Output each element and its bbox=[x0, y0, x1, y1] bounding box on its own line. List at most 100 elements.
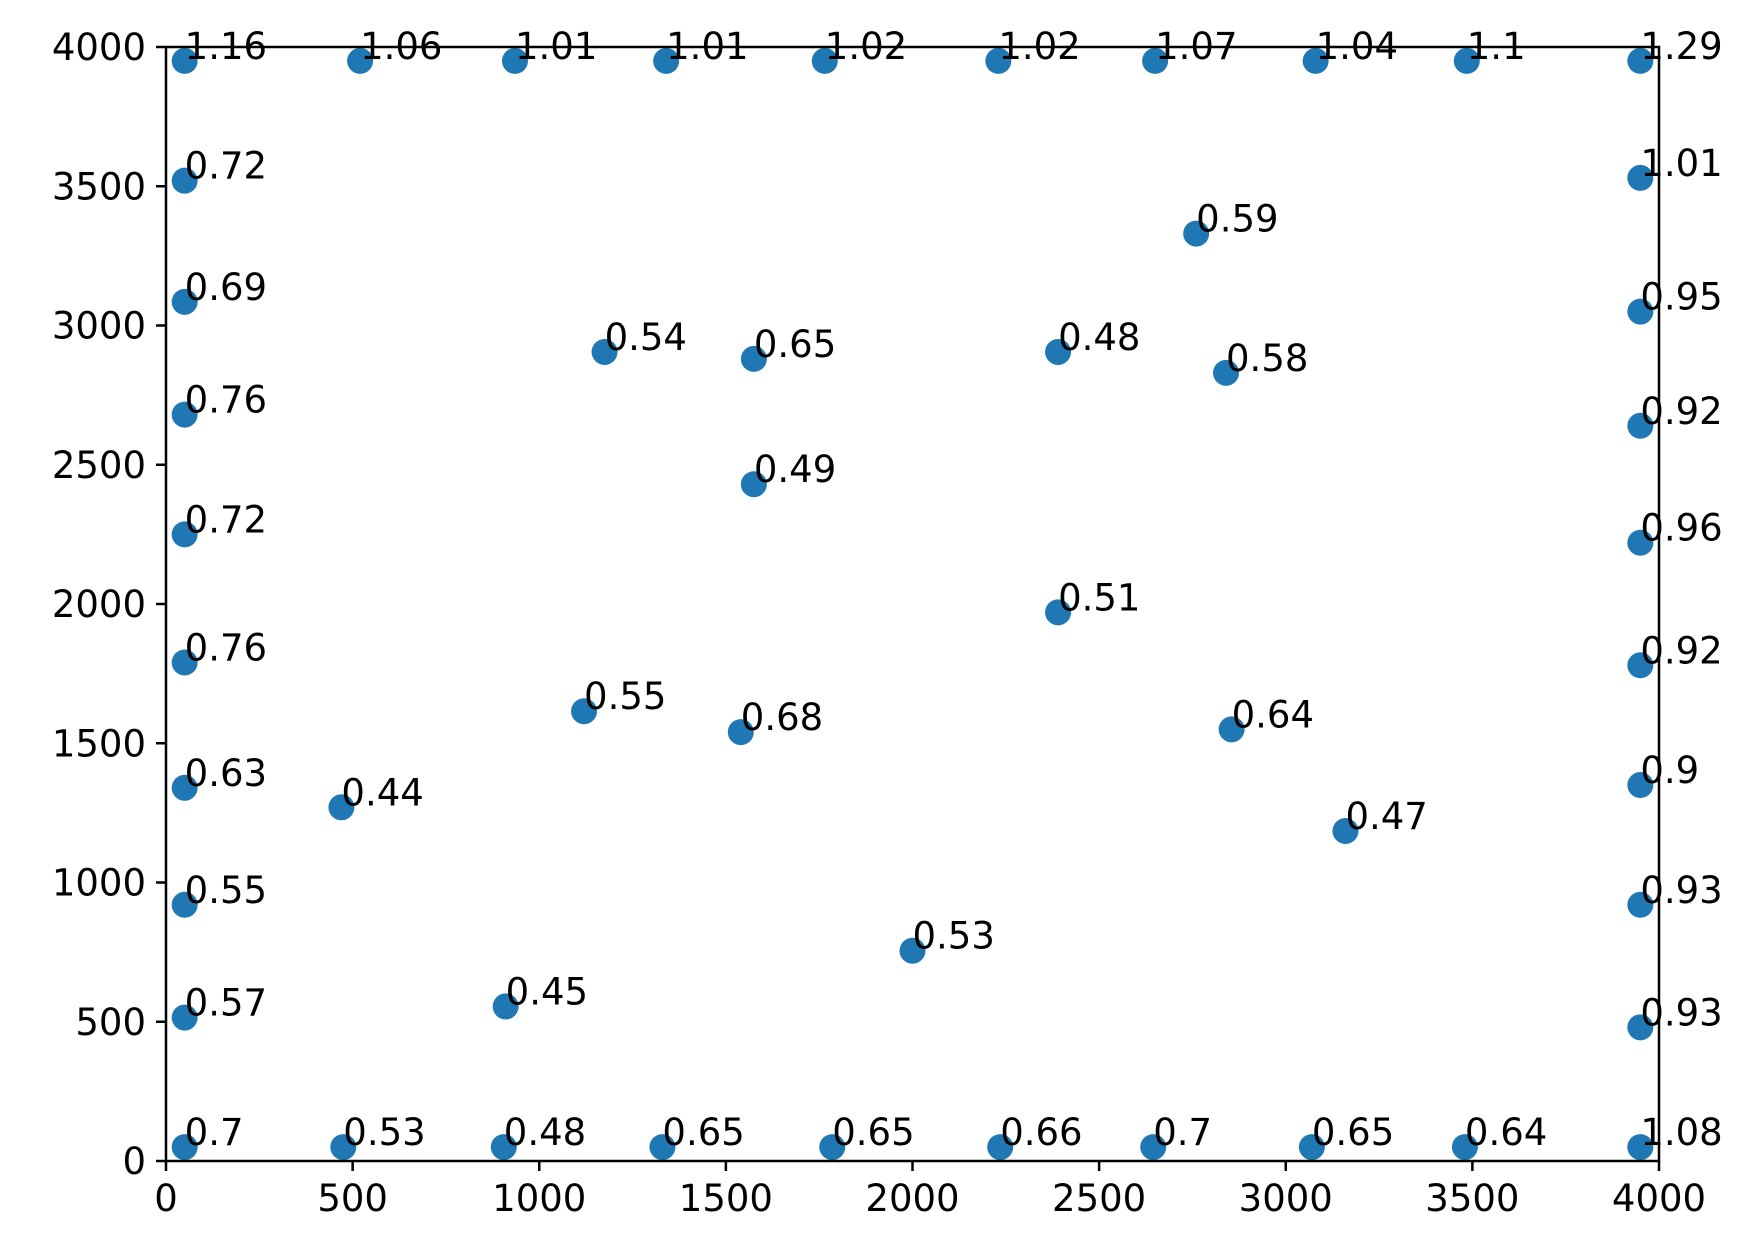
data-point bbox=[347, 47, 374, 74]
data-label: 0.72 bbox=[185, 498, 267, 541]
data-label: 0.69 bbox=[185, 266, 267, 309]
x-tick-label: 2000 bbox=[865, 1177, 959, 1220]
data-point bbox=[1627, 652, 1654, 679]
data-point bbox=[1627, 1014, 1654, 1041]
data-label: 0.7 bbox=[1153, 1111, 1212, 1154]
data-point bbox=[1302, 47, 1329, 74]
data-point bbox=[1627, 298, 1654, 325]
data-point bbox=[171, 167, 198, 194]
data-label: 0.53 bbox=[343, 1111, 425, 1154]
data-point bbox=[171, 1004, 198, 1031]
data-label: 0.55 bbox=[185, 869, 267, 912]
x-tick-label: 4000 bbox=[1612, 1177, 1706, 1220]
data-point bbox=[987, 1134, 1014, 1161]
x-tick-label: 3000 bbox=[1239, 1177, 1333, 1220]
data-point bbox=[490, 1134, 517, 1161]
data-point bbox=[171, 288, 198, 315]
data-label: 0.93 bbox=[1640, 869, 1722, 912]
data-point bbox=[1140, 1134, 1167, 1161]
data-point bbox=[1627, 1134, 1654, 1161]
y-tick-label: 1500 bbox=[52, 722, 146, 765]
data-point bbox=[1045, 599, 1072, 626]
data-label: 0.66 bbox=[1000, 1111, 1082, 1154]
data-label: 0.92 bbox=[1640, 629, 1722, 672]
data-label: 0.55 bbox=[584, 675, 666, 718]
data-point bbox=[740, 471, 767, 498]
data-label: 0.58 bbox=[1226, 337, 1308, 380]
data-point bbox=[811, 47, 838, 74]
data-point bbox=[1183, 220, 1210, 247]
data-point bbox=[171, 521, 198, 548]
data-label: 0.65 bbox=[832, 1111, 914, 1154]
plot-frame bbox=[164, 45, 1661, 1163]
data-point bbox=[171, 649, 198, 676]
data-point bbox=[328, 794, 355, 821]
data-label: 0.64 bbox=[1465, 1111, 1547, 1154]
data-point bbox=[1213, 359, 1240, 386]
data-label: 0.57 bbox=[185, 982, 267, 1025]
data-point bbox=[819, 1134, 846, 1161]
data-label: 0.59 bbox=[1196, 198, 1278, 241]
data-label: 0.54 bbox=[605, 316, 687, 359]
x-tick-label: 2500 bbox=[1052, 1177, 1146, 1220]
data-label: 0.95 bbox=[1640, 276, 1722, 319]
data-point bbox=[653, 47, 680, 74]
data-point bbox=[571, 698, 598, 725]
data-point bbox=[591, 338, 618, 365]
data-point bbox=[1451, 1134, 1478, 1161]
data-label: 0.7 bbox=[185, 1111, 244, 1154]
data-point bbox=[1627, 164, 1654, 191]
data-label: 0.92 bbox=[1640, 390, 1722, 433]
y-tick-label: 500 bbox=[75, 1001, 146, 1044]
data-label: 1.01 bbox=[1640, 142, 1722, 185]
data-label: 0.53 bbox=[913, 915, 995, 958]
data-point bbox=[1627, 772, 1654, 799]
data-point bbox=[1142, 47, 1169, 74]
data-label: 0.48 bbox=[1058, 316, 1140, 359]
x-tick-label: 3500 bbox=[1425, 1177, 1519, 1220]
data-label: 0.45 bbox=[506, 970, 588, 1013]
data-point bbox=[1045, 338, 1072, 365]
data-point bbox=[171, 891, 198, 918]
y-tick-label: 2000 bbox=[52, 583, 146, 626]
points-layer bbox=[171, 47, 1654, 1161]
data-label: 0.48 bbox=[504, 1111, 586, 1154]
data-label: 0.68 bbox=[741, 696, 823, 739]
data-point bbox=[740, 345, 767, 372]
y-tick-label: 0 bbox=[122, 1140, 146, 1183]
data-label: 0.47 bbox=[1345, 795, 1427, 838]
data-point bbox=[501, 47, 528, 74]
data-point bbox=[1453, 47, 1480, 74]
data-label: 0.51 bbox=[1058, 576, 1140, 619]
data-point bbox=[1218, 716, 1245, 743]
x-axis: 0 500 1000 1500 2000 2500 3000 3500 4000 bbox=[154, 1161, 1706, 1220]
data-label: 0.9 bbox=[1640, 749, 1699, 792]
data-label: 0.72 bbox=[185, 145, 267, 188]
y-tick-label: 3500 bbox=[52, 165, 146, 208]
data-label: 0.76 bbox=[185, 626, 267, 669]
x-tick-label: 1000 bbox=[492, 1177, 586, 1220]
data-point bbox=[171, 1134, 198, 1161]
data-point bbox=[171, 401, 198, 428]
data-point bbox=[727, 719, 754, 746]
y-tick-label: 1000 bbox=[52, 862, 146, 905]
data-label: 0.44 bbox=[341, 771, 423, 814]
data-point bbox=[171, 47, 198, 74]
y-tick-label: 4000 bbox=[52, 26, 146, 69]
data-point bbox=[1627, 47, 1654, 74]
x-tick-label: 0 bbox=[154, 1177, 178, 1220]
data-label: 0.63 bbox=[185, 752, 267, 795]
data-point bbox=[1627, 891, 1654, 918]
data-point bbox=[330, 1134, 357, 1161]
data-label: 0.65 bbox=[754, 323, 836, 366]
data-label: 0.93 bbox=[1640, 991, 1722, 1034]
data-point bbox=[649, 1134, 676, 1161]
point-labels-layer: 1.16 1.06 1.01 1.01 1.02 1.02 1.07 1.04 1.1 1.290… bbox=[185, 25, 1723, 1154]
data-point bbox=[1332, 817, 1359, 844]
data-label: 0.76 bbox=[185, 379, 267, 422]
data-point bbox=[899, 937, 926, 964]
y-axis: 0 500 1000 1500 2000 2500 3000 3500 4000 bbox=[52, 26, 166, 1183]
data-point bbox=[1298, 1134, 1325, 1161]
